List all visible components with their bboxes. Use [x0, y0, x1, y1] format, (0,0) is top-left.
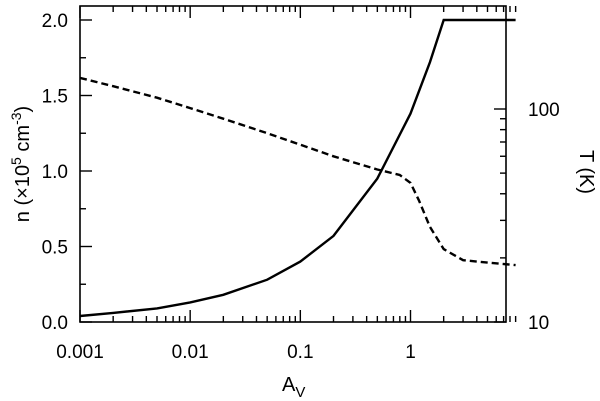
x-tick-label: 0.1 — [287, 342, 313, 363]
y-left-tick-label: 2.0 — [42, 11, 68, 32]
y-left-tick-label: 1.0 — [42, 162, 68, 183]
y-left-tick-label: 0.0 — [42, 313, 68, 334]
ticks — [79, 6, 517, 323]
y-left-title-mid: cm — [12, 125, 34, 157]
x-axis-title-sub: V — [295, 384, 305, 401]
y-left-title-exp2: -3 — [8, 112, 24, 125]
y-right-tick-label: 100 — [528, 100, 560, 121]
y-right-tick-label: 10 — [528, 313, 549, 334]
y-left-tick-label: 0.5 — [42, 238, 68, 259]
y-left-tick-label: 1.5 — [42, 87, 68, 108]
density-curve — [79, 18, 516, 318]
x-tick-label: 0.001 — [56, 342, 104, 363]
x-axis-title: AV — [282, 374, 305, 401]
y-right-axis-title: T (K) — [575, 150, 597, 194]
y-left-title-prefix: n (×10 — [12, 165, 34, 222]
x-tick-label: 1 — [405, 342, 416, 363]
y-left-title-exp1: 5 — [8, 157, 24, 165]
plot-frame — [79, 5, 507, 323]
y-left-title-suffix: ) — [12, 106, 34, 113]
temperature-curve — [79, 76, 516, 267]
x-axis-title-main: A — [282, 374, 296, 396]
x-tick-label: 0.01 — [172, 342, 209, 363]
tick-labels: 0.001 0.01 0.1 1 0.0 0.5 1.0 1.5 2.0 10 100 — [42, 11, 560, 363]
y-left-axis-title: n (×105 cm-3) — [8, 106, 34, 222]
